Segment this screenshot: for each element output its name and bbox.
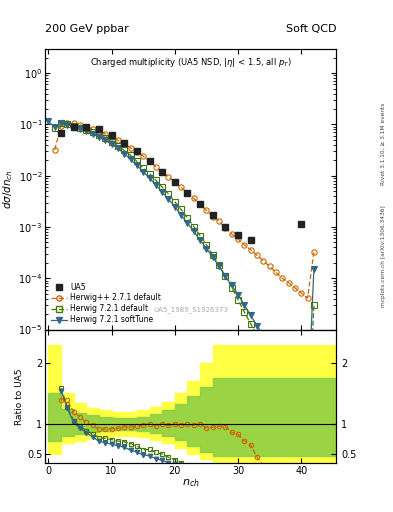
Text: UA5_1989_S1926373: UA5_1989_S1926373 (153, 306, 228, 313)
Text: mcplots.cern.ch [arXiv:1306.3436]: mcplots.cern.ch [arXiv:1306.3436] (381, 205, 386, 307)
Text: 200 GeV ppbar: 200 GeV ppbar (45, 24, 129, 34)
Legend: UA5, Herwig++ 2.7.1 default, Herwig 7.2.1 default, Herwig 7.2.1 softTune: UA5, Herwig++ 2.7.1 default, Herwig 7.2.… (49, 281, 163, 326)
Text: Soft QCD: Soft QCD (286, 24, 336, 34)
X-axis label: $n_{ch}$: $n_{ch}$ (182, 478, 200, 489)
Text: Charged multiplicity (UA5 NSD, $|\eta|$ < 1.5, all $p_T$): Charged multiplicity (UA5 NSD, $|\eta|$ … (90, 56, 292, 69)
Text: Rivet 3.1.10, ≥ 3.1M events: Rivet 3.1.10, ≥ 3.1M events (381, 102, 386, 184)
Y-axis label: Ratio to UA5: Ratio to UA5 (15, 368, 24, 425)
Y-axis label: $d\sigma/dn_{ch}$: $d\sigma/dn_{ch}$ (2, 169, 15, 209)
